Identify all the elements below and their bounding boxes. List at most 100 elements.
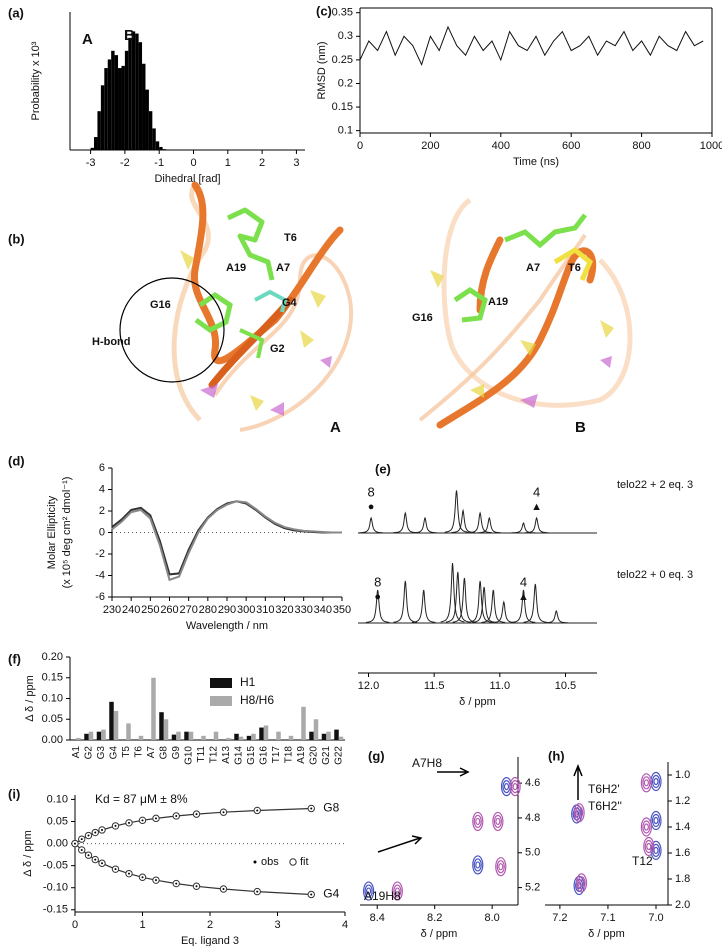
x-tick-label: 340 [314, 604, 332, 616]
residue-label: G16 [412, 312, 433, 324]
y-tick-label: -0.05 [43, 860, 68, 872]
spectrum-peak [511, 522, 536, 534]
histogram-bar [100, 85, 105, 150]
contour [475, 817, 481, 826]
contour [643, 823, 649, 831]
y-tick-label: 2 [99, 505, 105, 517]
legend-label: obs [261, 856, 279, 868]
histogram-bar [152, 128, 156, 150]
obs-point [175, 814, 178, 817]
x-axis-label: Eq. ligand 3 [181, 935, 239, 946]
x-axis-label: Time (ns) [513, 156, 559, 168]
residue-label: A19 [488, 296, 508, 308]
spectrum-peak [393, 511, 418, 534]
y-tick-label: 1.2 [675, 795, 690, 807]
x-tick-label: 800 [632, 140, 650, 152]
obs-point [87, 854, 90, 857]
bar [234, 733, 239, 740]
legend-swatch [210, 696, 232, 706]
backbone-ribbon [441, 197, 633, 408]
x-tick-label: G21 [321, 746, 332, 765]
x-tick-label: 310 [256, 604, 274, 616]
bar [138, 735, 144, 740]
contour [573, 875, 585, 896]
x-tick-label: G8 [158, 746, 169, 760]
hbond-circle [119, 277, 225, 383]
y-tick-label: 1.8 [675, 873, 690, 885]
y-tick-label: 0.05 [47, 815, 68, 827]
base-stick [239, 328, 265, 359]
y-axis-label: Molar Ellipticity [46, 495, 58, 569]
panel-label: (e) [375, 461, 391, 476]
obs-point [94, 858, 97, 861]
y-tick-label: 2.0 [675, 899, 690, 911]
histogram-bar [162, 149, 167, 150]
contour [509, 776, 521, 797]
x-tick-label: 2 [259, 157, 265, 169]
residue-label: A7 [526, 262, 540, 274]
base-stick [553, 246, 594, 282]
legend-label: H1 [240, 675, 256, 689]
contour [653, 777, 659, 786]
bar [151, 677, 156, 740]
y-axis-label: Δ δ / ppm [24, 675, 36, 722]
x-tick-label: 400 [492, 140, 510, 152]
obs-point [87, 834, 90, 837]
x-tick-label: 8.2 [427, 912, 442, 924]
x-tick-label: 320 [275, 604, 293, 616]
backbone-tube [190, 181, 344, 365]
peak-label: B [124, 27, 135, 44]
x-tick-label: 200 [421, 140, 439, 152]
x-tick-label: T5 [121, 746, 132, 758]
legend-label: H8/H6 [240, 693, 274, 707]
residue-label: T6 [568, 262, 581, 274]
bar [226, 737, 231, 740]
obs-point [310, 893, 313, 896]
contour [394, 887, 400, 895]
histogram-bar [97, 111, 101, 150]
base-plate [520, 356, 612, 408]
panel-label: (b) [8, 231, 25, 246]
x-tick-label: G16 [258, 746, 269, 765]
spectrum-peak [524, 516, 549, 534]
spectrum-peak [472, 586, 497, 623]
annotation-arrow [377, 835, 423, 853]
histogram-bar [142, 63, 146, 150]
y-tick-label: 4.8 [525, 812, 540, 824]
x-tick-label: 1 [139, 919, 145, 931]
legend-swatch [210, 678, 232, 688]
x-tick-label: 300 [237, 604, 255, 616]
peak-annotation: T6H2'' [588, 799, 622, 813]
obs-point [94, 831, 97, 834]
bar [201, 735, 206, 740]
y-tick-label: 0.1 [338, 125, 353, 137]
x-tick-label: 600 [562, 140, 580, 152]
obs-point [222, 811, 225, 814]
y-tick-label: -2 [95, 548, 105, 560]
ligand-stick [226, 207, 275, 281]
contour [364, 884, 373, 898]
spectrum-peak [481, 589, 506, 623]
y-tick-label: 0.05 [42, 713, 63, 725]
obs-point [114, 868, 117, 871]
spectrum-peak [413, 516, 437, 534]
contour [653, 846, 659, 855]
spectrum-peak [393, 580, 418, 623]
x-tick-label: 290 [218, 604, 236, 616]
base-stick [254, 289, 288, 313]
panel-label: (d) [8, 453, 25, 468]
obs-point [74, 842, 76, 845]
bar [309, 731, 314, 740]
bar [96, 731, 102, 740]
panel-label: (h) [548, 748, 565, 763]
histogram-bar [111, 50, 115, 150]
x-tick-label: T12 [208, 746, 219, 764]
residue-label: A19 [226, 262, 246, 274]
contour [640, 817, 652, 837]
obs-point [141, 819, 144, 822]
data-line [359, 25, 704, 66]
y-tick-label: 6 [99, 462, 105, 474]
x-tick-label: -1 [154, 157, 164, 169]
ligand-stick [504, 213, 587, 249]
peak-number: 8 [374, 574, 381, 589]
